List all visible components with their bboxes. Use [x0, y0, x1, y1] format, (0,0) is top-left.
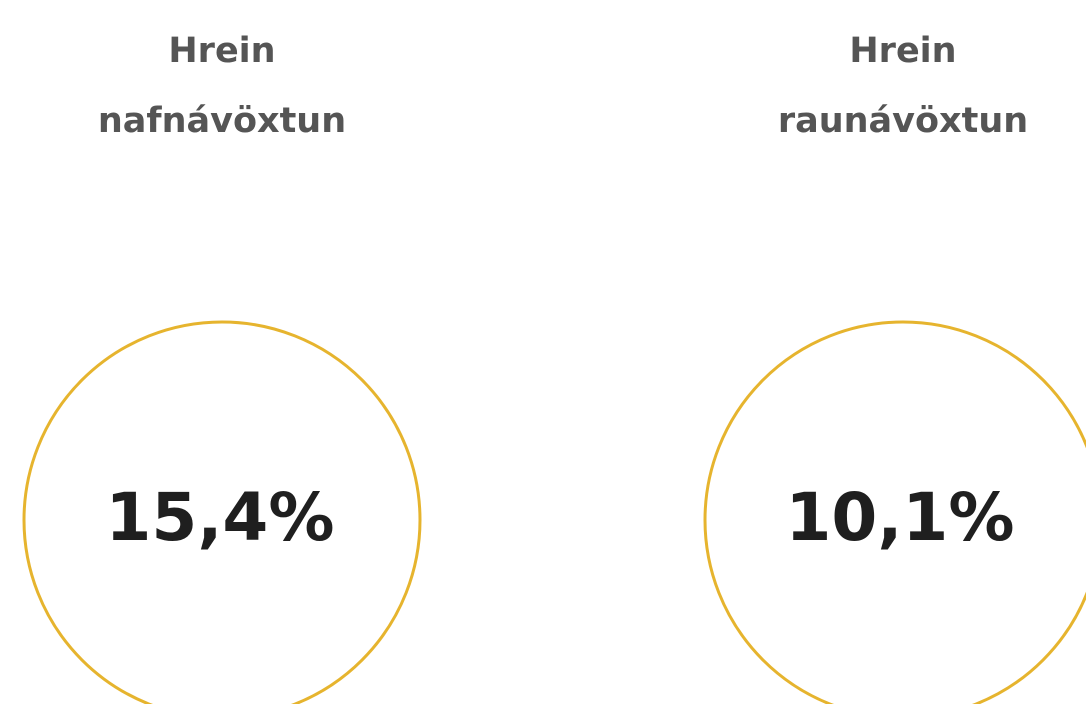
stat-title: Hrein [849, 31, 956, 71]
stat-card: Hrein raunávöxtun 10,1% [703, 31, 1086, 704]
stat-title: raunávöxtun [778, 101, 1028, 141]
stat-card: Hrein nafnávöxtun 15,4% [22, 31, 422, 704]
stat-title: nafnávöxtun [98, 101, 346, 141]
stat-value: 15,4% [106, 479, 335, 556]
stat-ring [703, 320, 1086, 704]
stat-value: 10,1% [786, 479, 1015, 556]
stat-ring [22, 320, 422, 704]
stat-title: Hrein [168, 31, 275, 71]
